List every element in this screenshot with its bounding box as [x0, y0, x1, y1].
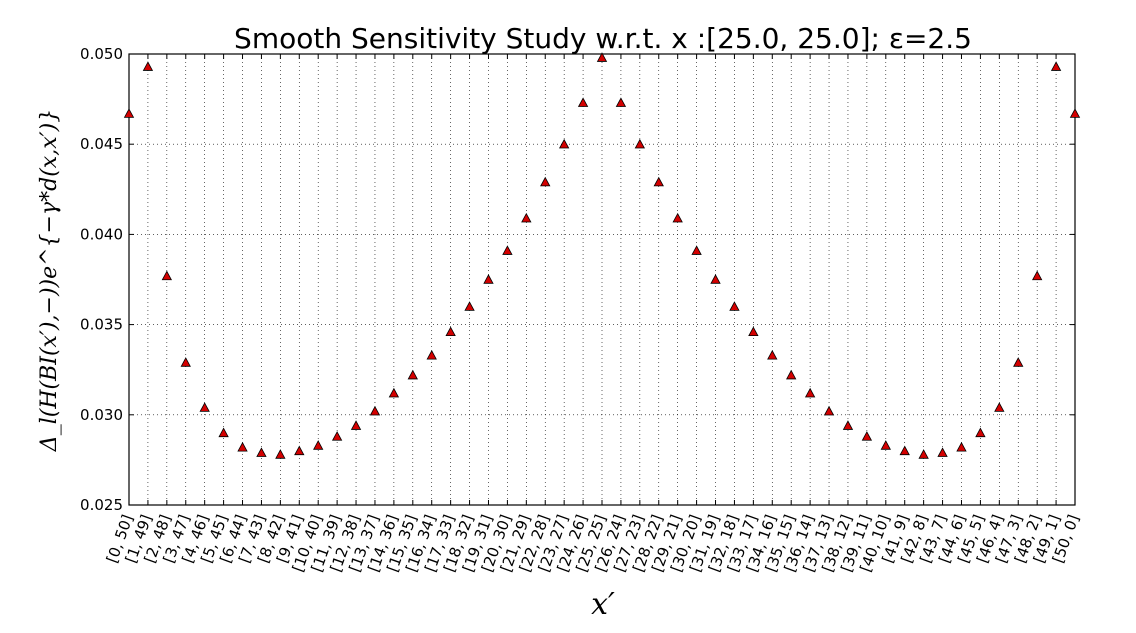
- data-point: [1013, 357, 1024, 367]
- data-point: [426, 349, 437, 360]
- data-point: [199, 402, 210, 412]
- data-point: [994, 402, 1005, 412]
- data-point: [350, 420, 362, 430]
- data-point: [577, 97, 589, 107]
- data-point: [804, 387, 816, 398]
- data-point: [369, 405, 381, 416]
- data-point: [142, 61, 154, 71]
- data-point: [483, 274, 494, 284]
- data-point: [237, 441, 248, 452]
- data-point: [256, 447, 267, 457]
- data-point: [880, 440, 891, 450]
- y-tick-label: 0.030: [80, 406, 123, 424]
- data-point: [861, 431, 873, 441]
- data-point: [445, 326, 456, 337]
- data-point: [1050, 61, 1062, 71]
- data-point: [331, 431, 343, 441]
- data-point: [388, 387, 400, 398]
- data-point: [313, 440, 324, 450]
- data-point: [748, 326, 759, 337]
- y-tick-label: 0.050: [80, 45, 123, 63]
- data-point: [540, 176, 551, 187]
- data-point: [502, 245, 513, 255]
- data-point: [710, 274, 721, 284]
- data-point: [596, 52, 608, 62]
- data-point: [937, 447, 948, 457]
- data-point: [653, 176, 664, 187]
- data-point: [899, 445, 910, 456]
- data-point: [407, 369, 418, 380]
- data-point: [558, 138, 570, 149]
- data-point: [823, 405, 835, 416]
- data-point: [1069, 108, 1081, 118]
- data-point: [634, 138, 646, 149]
- data-point: [161, 270, 173, 281]
- data-point: [729, 301, 740, 311]
- data-point: [464, 301, 475, 311]
- data-point: [956, 441, 967, 452]
- data-point: [521, 212, 532, 223]
- data-point: [180, 357, 191, 367]
- data-point: [1031, 270, 1043, 281]
- data-point: [975, 427, 986, 438]
- data-point: [218, 427, 229, 438]
- data-point: [767, 349, 778, 360]
- data-point: [918, 449, 929, 459]
- y-tick-label: 0.025: [80, 496, 123, 514]
- data-point: [672, 212, 683, 223]
- y-tick-label: 0.040: [80, 225, 123, 243]
- data-point: [123, 108, 135, 118]
- data-point: [786, 369, 797, 380]
- data-point: [615, 97, 627, 107]
- x-axis-label: x′: [591, 587, 615, 622]
- y-tick-label: 0.035: [80, 316, 123, 334]
- data-point: [294, 445, 305, 456]
- data-markers: [123, 52, 1081, 459]
- y-tick-label: 0.045: [80, 135, 123, 153]
- data-point: [691, 245, 702, 255]
- data-point: [275, 449, 286, 459]
- data-point: [842, 420, 854, 430]
- chart-title: Smooth Sensitivity Study w.r.t. x :[25.0…: [234, 22, 972, 55]
- axis-ticks: [0, 50][1, 49][2, 48][3, 47][4, 46][5, 4…: [80, 45, 1083, 574]
- y-axis-label: Δ_l(H(BI(x′),−))e^{−γ*d(x,x′)}: [37, 109, 62, 452]
